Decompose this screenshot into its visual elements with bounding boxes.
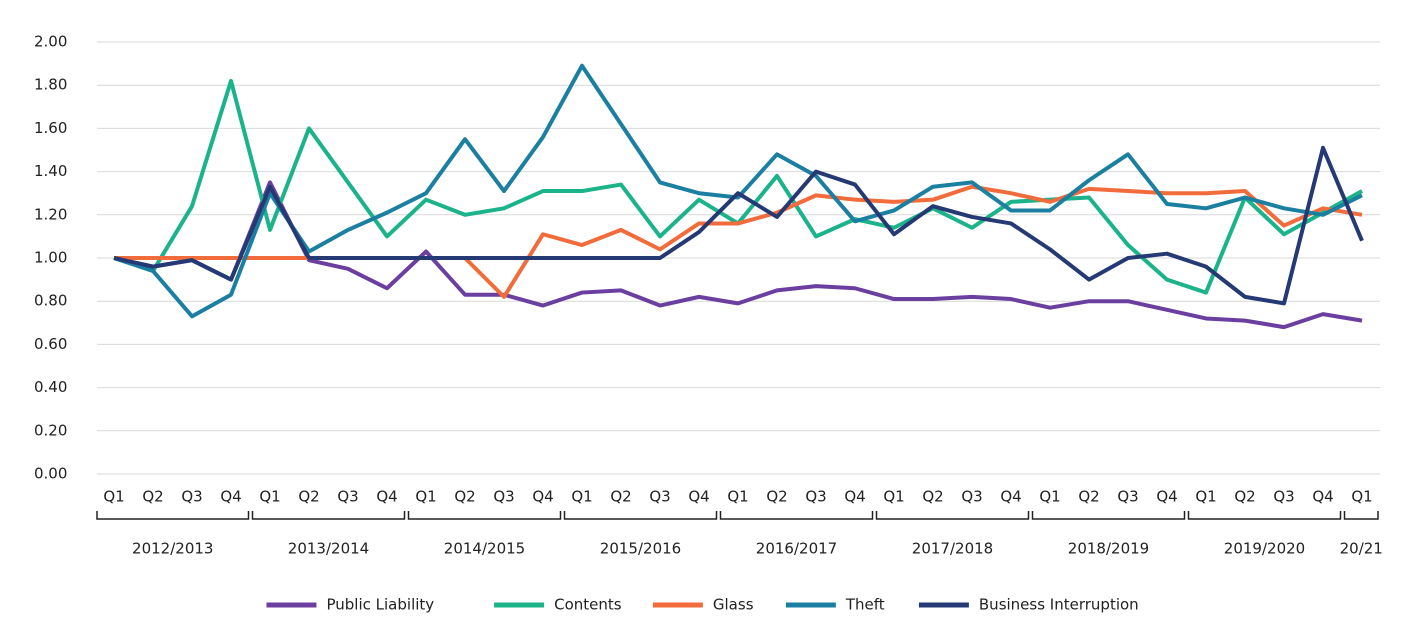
x-tick-label: Q1	[1195, 488, 1216, 506]
group-label: 2016/2017	[756, 540, 837, 558]
group-bracket	[96, 511, 250, 520]
y-tick-label: 0.60	[34, 335, 67, 353]
legend-label: Contents	[554, 596, 622, 614]
group-bracket	[719, 511, 874, 520]
x-tick-label: Q4	[1000, 488, 1021, 506]
legend-label: Public Liability	[327, 596, 435, 614]
y-tick-label: 1.00	[34, 249, 67, 267]
y-tick-label: 1.20	[34, 205, 67, 223]
x-tick-label: Q4	[532, 488, 553, 506]
y-tick-label: 0.80	[34, 292, 67, 310]
x-tick-label: Q1	[883, 488, 904, 506]
x-tick-label: Q2	[610, 488, 631, 506]
group-label: 2012/2013	[132, 540, 213, 558]
group-label: 2014/2015	[444, 540, 525, 558]
group-label: 2017/2018	[912, 540, 993, 558]
group-label: 20/21	[1340, 540, 1383, 558]
x-tick-label: Q3	[1273, 488, 1294, 506]
y-tick-label: 0.20	[34, 421, 67, 439]
y-tick-label: 1.40	[34, 162, 67, 180]
x-tick-label: Q3	[337, 488, 358, 506]
x-tick-label: Q2	[298, 488, 319, 506]
y-tick-label: 2.00	[34, 33, 67, 51]
x-tick-label: Q4	[376, 488, 397, 506]
x-tick-label: Q4	[688, 488, 709, 506]
x-tick-label: Q3	[181, 488, 202, 506]
x-tick-label: Q4	[1312, 488, 1333, 506]
series-line	[113, 78, 1363, 295]
group-bracket	[1187, 511, 1342, 520]
x-tick-label: Q2	[1078, 488, 1099, 506]
x-tick-label: Q3	[805, 488, 826, 506]
group-bracket	[1343, 511, 1379, 520]
group-bracket	[251, 511, 406, 520]
group-label: 2018/2019	[1068, 540, 1149, 558]
series-line	[113, 145, 1364, 306]
group-bracket	[1031, 511, 1186, 520]
series-line	[113, 63, 1363, 319]
group-bracket	[407, 511, 562, 520]
y-tick-label: 1.80	[34, 76, 67, 94]
x-tick-label: Q3	[1117, 488, 1138, 506]
x-tick-label: Q4	[220, 488, 241, 506]
x-tick-label: Q4	[1156, 488, 1177, 506]
group-label: 2019/2020	[1224, 540, 1305, 558]
y-tick-label: 0.40	[34, 378, 67, 396]
group-bracket	[875, 511, 1030, 520]
x-tick-label: Q2	[1234, 488, 1255, 506]
legend-label: Glass	[713, 596, 754, 614]
x-tick-label: Q1	[259, 488, 280, 506]
legend-label: Business Interruption	[979, 596, 1139, 614]
x-tick-label: Q1	[1039, 488, 1060, 506]
legend-label: Theft	[845, 596, 885, 614]
y-tick-label: 0.00	[34, 465, 67, 483]
x-tick-label: Q1	[727, 488, 748, 506]
x-tick-label: Q2	[922, 488, 943, 506]
x-tick-label: Q1	[415, 488, 436, 506]
x-tick-label: Q4	[844, 488, 865, 506]
x-tick-label: Q1	[571, 488, 592, 506]
x-tick-label: Q3	[961, 488, 982, 506]
x-tick-label: Q2	[766, 488, 787, 506]
series-line	[113, 180, 1363, 330]
x-tick-label: Q1	[103, 488, 124, 506]
group-label: 2013/2014	[288, 540, 369, 558]
group-label: 2015/2016	[600, 540, 681, 558]
x-tick-label: Q2	[142, 488, 163, 506]
x-tick-label: Q3	[493, 488, 514, 506]
x-tick-label: Q1	[1351, 488, 1372, 506]
x-tick-label: Q2	[454, 488, 475, 506]
x-tick-label: Q3	[649, 488, 670, 506]
group-bracket	[563, 511, 718, 520]
y-tick-label: 1.60	[34, 119, 67, 137]
